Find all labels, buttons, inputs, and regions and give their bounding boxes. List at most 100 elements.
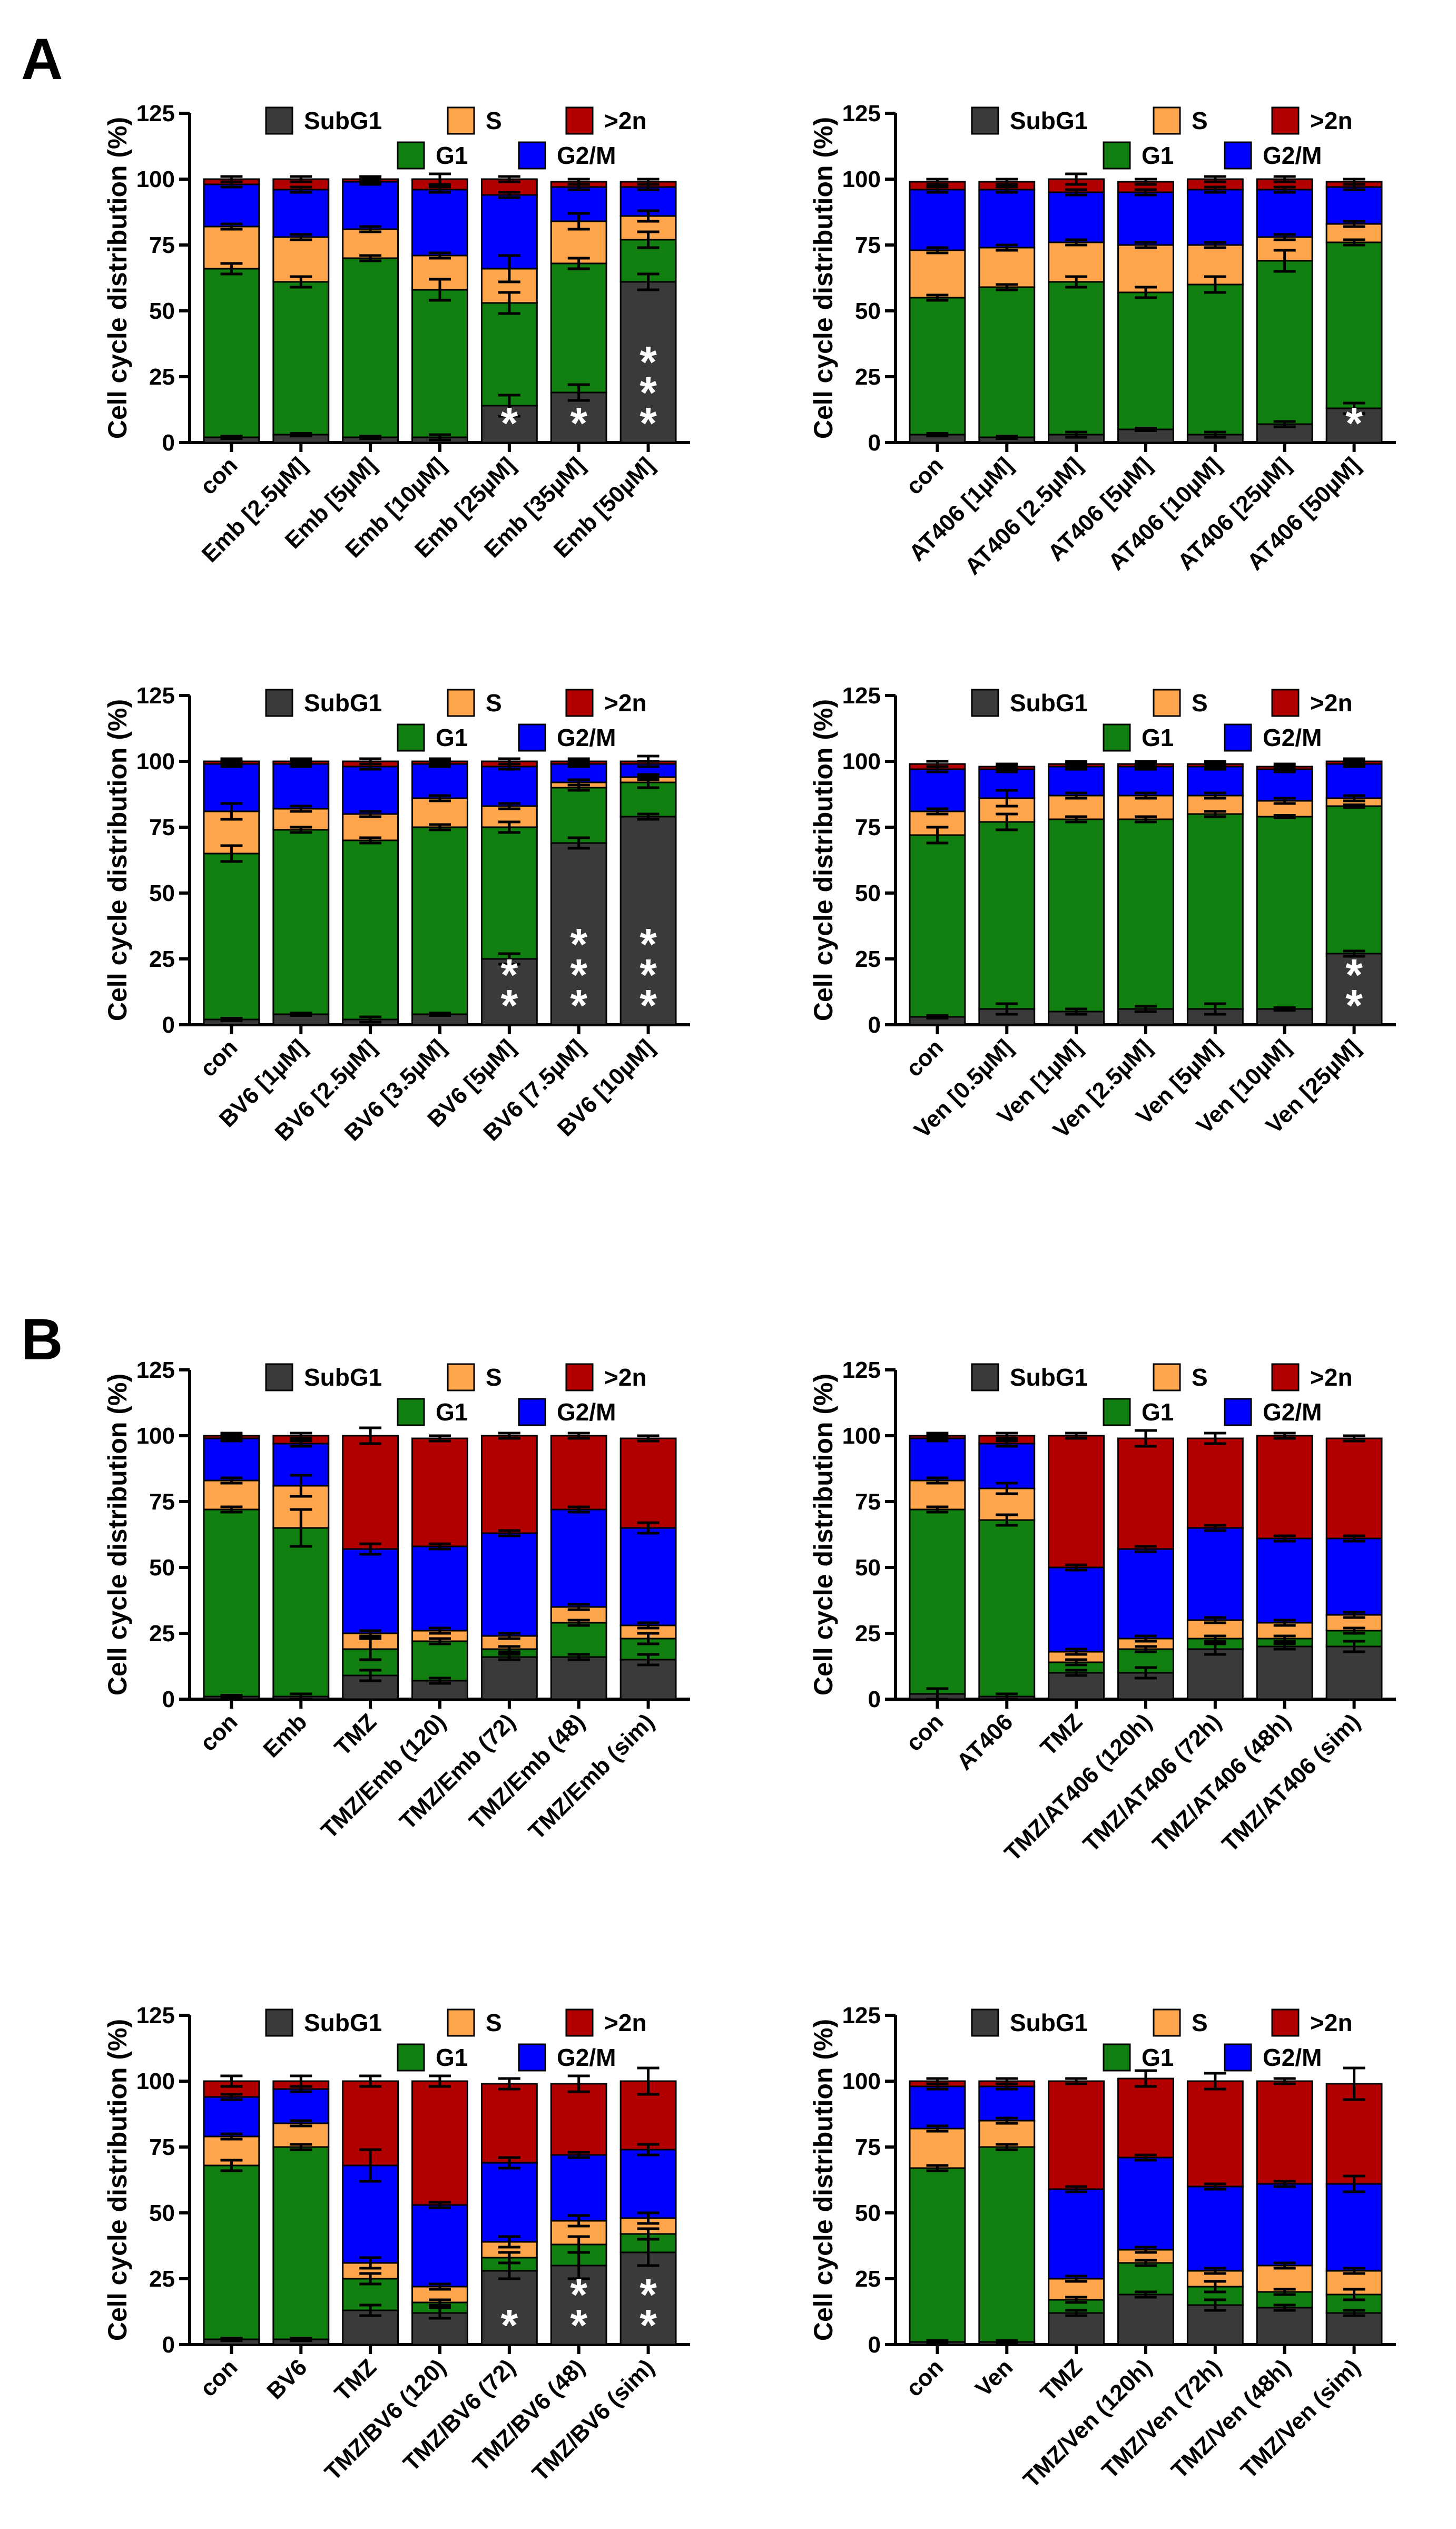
legend-label-G2M: G2/M <box>557 1398 616 1426</box>
legend-label-SubG1: SubG1 <box>1010 107 1088 134</box>
bar-segment-G2/M <box>342 181 399 230</box>
significance-star: * <box>570 398 587 448</box>
bar-segment-S <box>272 236 330 283</box>
significance-star: * <box>640 950 657 999</box>
legend-swatch-G2M <box>1224 141 1252 170</box>
y-tick-label: 75 <box>149 815 175 840</box>
legend-swatch-S <box>1153 689 1181 717</box>
legend-swatch-N2 <box>565 2008 594 2037</box>
legend-label-G1: G1 <box>436 2044 468 2071</box>
bar-segment-G2/M <box>1256 1537 1313 1624</box>
legend-label-G2M: G2/M <box>1263 142 1322 169</box>
legend-label-SubG1: SubG1 <box>304 689 382 717</box>
bar-segment-G2/M <box>1117 191 1174 246</box>
bar-segment->2n <box>619 1437 677 1529</box>
bar-segment-G1 <box>1325 805 1383 955</box>
bar-segment-G1 <box>1325 241 1383 409</box>
legend-label-N2: >2n <box>604 689 647 717</box>
y-tick-label: 125 <box>136 683 175 709</box>
bar-segment-G1 <box>480 302 538 407</box>
y-tick-label: 100 <box>842 2069 881 2094</box>
bar-segment-SubG1 <box>619 281 677 444</box>
bar-segment-G1 <box>1048 818 1105 1013</box>
significance-star: * <box>640 398 657 448</box>
bar-segment->2n <box>480 2083 538 2164</box>
legend-swatch-N2 <box>1271 2008 1300 2037</box>
legend-label-G1: G1 <box>436 142 468 169</box>
y-tick-label: 50 <box>855 2200 881 2226</box>
significance-star: * <box>570 950 587 999</box>
y-tick-label: 75 <box>149 232 175 258</box>
legend-label-G1: G1 <box>1142 724 1174 751</box>
bar-segment-G2/M <box>1325 2183 1383 2272</box>
bar-segment-SubG1 <box>1256 1645 1313 1700</box>
legend-label-G2M: G2/M <box>1263 1398 1322 1426</box>
legend-label-SubG1: SubG1 <box>304 1364 382 1391</box>
bar-segment-G2/M <box>1256 189 1313 238</box>
legend-swatch-SubG1 <box>971 1363 999 1391</box>
legend-label-G2M: G2/M <box>557 724 616 751</box>
bar-segment-G2/M <box>1048 1566 1105 1653</box>
bar-segment-G1 <box>203 2164 260 2340</box>
bar-segment-G1 <box>411 289 468 438</box>
legend-label-SubG1: SubG1 <box>304 107 382 134</box>
bar-segment->2n <box>550 1435 607 1511</box>
legend-label-G2M: G2/M <box>1263 2044 1322 2071</box>
legend-label-N2: >2n <box>1310 689 1353 717</box>
bar-segment-G2/M <box>550 1508 607 1608</box>
legend-label-S: S <box>1192 1364 1208 1391</box>
bar-segment-G2/M <box>619 1527 677 1626</box>
significance-star: * <box>1345 950 1363 999</box>
legend-swatch-G1 <box>397 2043 425 2072</box>
legend-label-N2: >2n <box>604 107 647 134</box>
legend-swatch-SubG1 <box>265 1363 293 1391</box>
y-tick-label: 125 <box>136 1357 175 1383</box>
bar-segment-G2/M <box>978 2085 1036 2122</box>
legend-label-S: S <box>486 107 502 134</box>
bar-segment-G1 <box>909 297 966 436</box>
legend-label-S: S <box>1192 689 1208 717</box>
legend-swatch-G2M <box>518 723 546 752</box>
bar-segment-G2/M <box>909 768 966 812</box>
legend-label-SubG1: SubG1 <box>1010 1364 1088 1391</box>
y-tick-label: 50 <box>149 880 175 906</box>
bar-segment-SubG1 <box>1325 2312 1383 2346</box>
y-axis-label: Cell cycle distribution (%) <box>809 2019 838 2341</box>
legend-swatch-G1 <box>397 141 425 170</box>
y-axis-label: Cell cycle distribution (%) <box>103 1374 132 1695</box>
legend-label-N2: >2n <box>604 1364 647 1391</box>
bar-segment-G2/M <box>909 189 966 251</box>
bar-segment-G2/M <box>1325 186 1383 225</box>
bar-segment-G2/M <box>1048 2188 1105 2280</box>
significance-star: * <box>570 2270 587 2319</box>
y-tick-label: 125 <box>136 101 175 126</box>
y-tick-label: 125 <box>842 2003 881 2028</box>
bar-segment-G2/M <box>411 1545 468 1632</box>
legend-swatch-N2 <box>565 689 594 717</box>
legend-label-S: S <box>1192 2009 1208 2036</box>
significance-star: * <box>640 919 657 969</box>
y-tick-label: 100 <box>136 1423 175 1449</box>
bar-segment-G1 <box>909 2167 966 2343</box>
significance-star: * <box>501 950 518 999</box>
bar-segment-G1 <box>1117 2262 1174 2296</box>
bar-segment-S <box>1117 244 1174 293</box>
bar-segment-SubG1 <box>1256 2307 1313 2346</box>
significance-star: * <box>1345 398 1363 448</box>
y-tick-label: 25 <box>149 1621 175 1646</box>
bar-segment-G1 <box>550 1622 607 1658</box>
legend-label-G1: G1 <box>436 724 468 751</box>
y-tick-label: 0 <box>162 1012 175 1038</box>
y-tick-label: 75 <box>855 1489 881 1515</box>
legend-label-G2M: G2/M <box>557 2044 616 2071</box>
bar-segment-G1 <box>1186 813 1244 1010</box>
legend-swatch-N2 <box>1271 106 1300 135</box>
bar-segment-G2/M <box>1117 766 1174 797</box>
y-tick-label: 100 <box>136 2069 175 2094</box>
bar-segment->2n <box>411 2080 468 2206</box>
legend-swatch-N2 <box>1271 1363 1300 1391</box>
legend-label-N2: >2n <box>1310 107 1353 134</box>
y-tick-label: 25 <box>149 2266 175 2292</box>
y-tick-label: 75 <box>149 1489 175 1515</box>
legend-swatch-S <box>447 689 475 717</box>
